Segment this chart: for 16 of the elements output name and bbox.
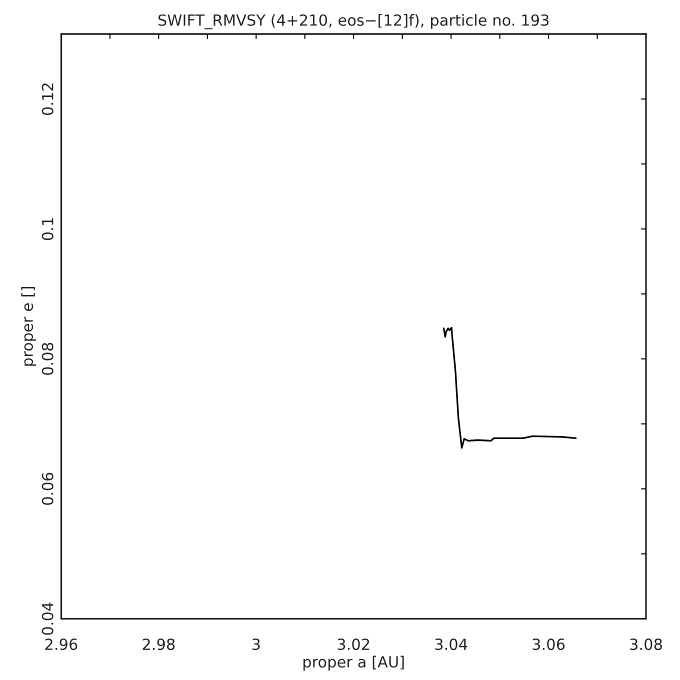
y-axis-title: proper e [] — [21, 287, 36, 366]
x-axis-title: proper a [AU] — [303, 656, 404, 671]
y-tick-label: 0.08 — [42, 342, 54, 375]
x-tick-label: 3 — [252, 638, 260, 650]
line-series — [442, 326, 577, 449]
x-tick-label: 3.04 — [435, 638, 468, 650]
x-tick-label: 3.02 — [338, 638, 370, 650]
x-tick-label: 3.06 — [532, 638, 565, 650]
y-tick-label: 0.06 — [42, 472, 54, 505]
x-tick-label: 2.98 — [142, 638, 175, 650]
x-tick-label: 2.96 — [45, 638, 78, 650]
chart-title: SWIFT_RMVSY (4+210, eos−[12]f), particle no. 193 — [158, 14, 549, 30]
y-tick-label: 0.12 — [42, 84, 54, 115]
y-tick-label: 0.04 — [42, 602, 54, 635]
x-tick-label: 3.08 — [630, 638, 662, 650]
y-tick-label: 0.1 — [42, 218, 54, 240]
